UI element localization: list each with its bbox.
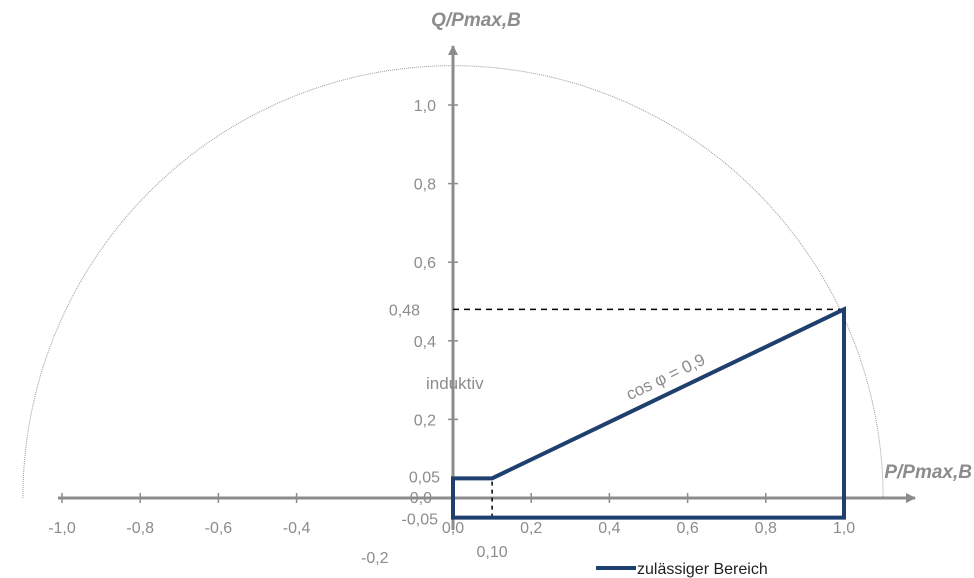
x-tick-label-neg02: -0,2 bbox=[361, 550, 389, 567]
series-zulaessiger-bereich bbox=[451, 306, 846, 520]
y-tick-labels: 1,0 0,8 0,6 0,4 0,2 bbox=[414, 98, 436, 429]
y-tick-marks bbox=[448, 104, 458, 421]
legend-label: zulässiger Bereich bbox=[637, 561, 768, 578]
y-axis-title: Q/Pmax,B bbox=[431, 10, 521, 31]
y-tick-label: 0,6 bbox=[414, 255, 436, 272]
x-tick-marks bbox=[61, 493, 845, 503]
capability-circle bbox=[22, 65, 884, 499]
x-tick-label: 1,0 bbox=[833, 520, 855, 537]
y-tick-label: 0,4 bbox=[414, 334, 436, 351]
x-tick-labels: -1,0 -0,8 -0,6 -0,4 0,0 0,2 0,4 0,6 0,8 1,0 bbox=[48, 520, 855, 537]
x-tick-label-010: 0,10 bbox=[477, 544, 508, 561]
y-tick-label: 0,2 bbox=[414, 412, 436, 429]
x-tick-label: 0,2 bbox=[520, 520, 542, 537]
y-tick-label-048: 0,48 bbox=[389, 302, 420, 319]
legend: zulässiger Bereich bbox=[596, 561, 768, 578]
x-tick-label: 0,0 bbox=[442, 520, 464, 537]
x-tick-label: 0,8 bbox=[755, 520, 777, 537]
x-tick-label: -0,8 bbox=[126, 520, 154, 537]
x-tick-label: -0,4 bbox=[283, 520, 311, 537]
y-tick-label: 1,0 bbox=[414, 98, 436, 115]
x-tick-label: 0,4 bbox=[598, 520, 620, 537]
x-tick-label: -1,0 bbox=[48, 520, 76, 537]
region-label-induktiv: induktiv bbox=[426, 374, 484, 393]
y-tick-label-005: 0,05 bbox=[409, 469, 440, 486]
y-tick-label-neg005: -0,05 bbox=[402, 512, 439, 529]
x-axis-title: P/Pmax,B bbox=[884, 462, 972, 483]
y-tick-label: 0,8 bbox=[414, 177, 436, 194]
y-tick-label-000: 0,0 bbox=[410, 490, 432, 507]
x-tick-label: 0,6 bbox=[676, 520, 698, 537]
x-tick-label: -0,6 bbox=[205, 520, 233, 537]
